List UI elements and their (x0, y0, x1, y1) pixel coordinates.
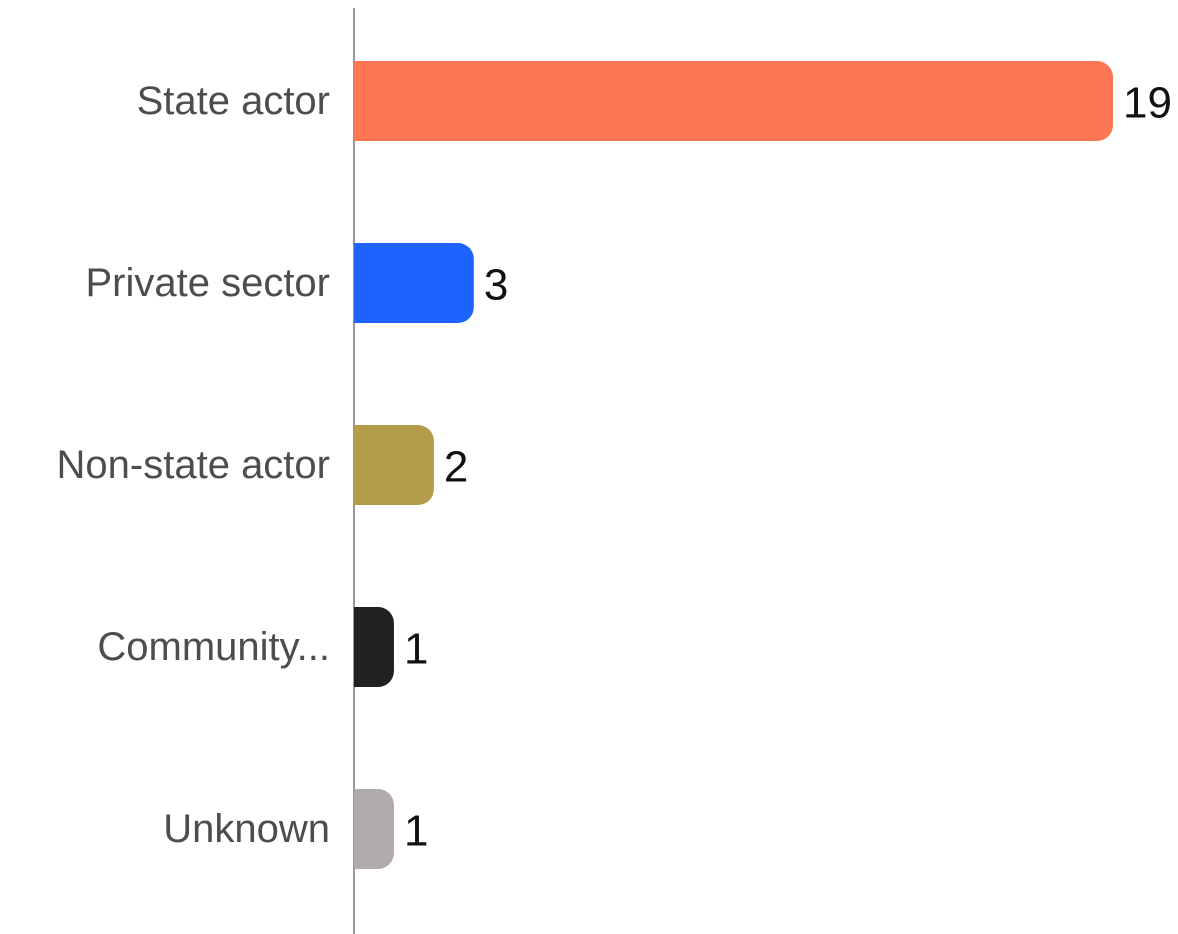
category-label: Non-state actor (57, 443, 330, 487)
bar (354, 61, 1113, 141)
category-label: Community... (97, 625, 330, 669)
bar (354, 243, 474, 323)
value-label: 19 (1123, 79, 1172, 128)
value-label: 2 (444, 443, 468, 492)
category-label: Unknown (163, 807, 330, 851)
bar (354, 607, 394, 687)
value-label: 1 (404, 625, 428, 674)
value-label: 1 (404, 807, 428, 856)
bar (354, 425, 434, 505)
bar (354, 789, 394, 869)
category-label: State actor (137, 79, 330, 123)
category-label: Private sector (85, 261, 330, 305)
value-label: 3 (484, 261, 508, 310)
